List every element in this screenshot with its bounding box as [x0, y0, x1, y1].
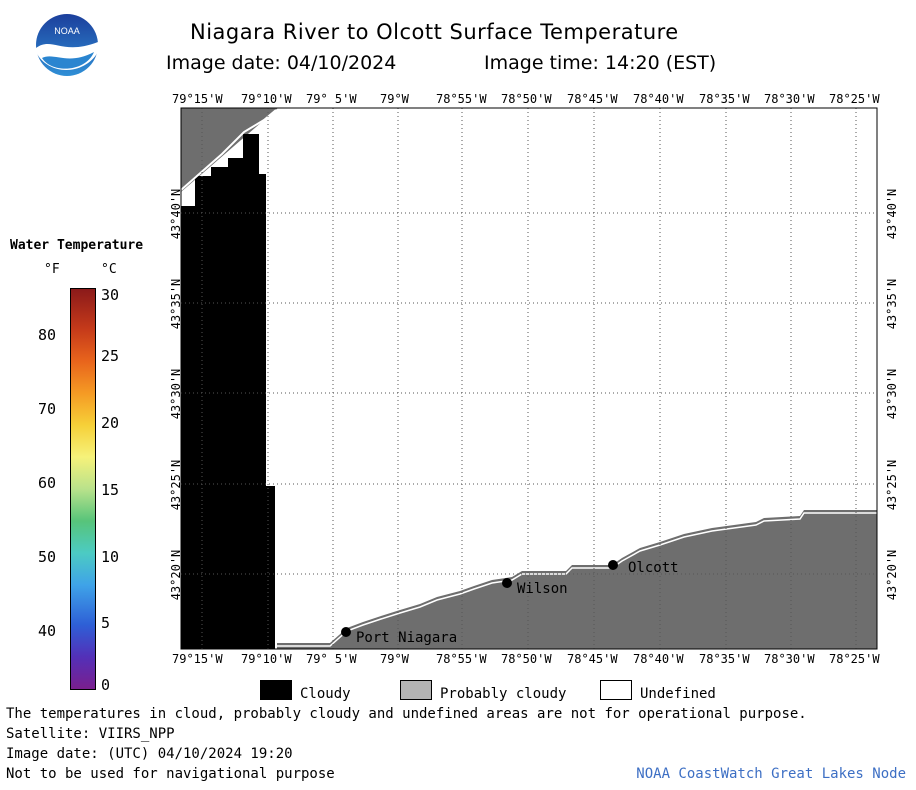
f-tick: 40: [38, 622, 57, 640]
lat-label: 43°25'N: [169, 459, 183, 511]
probably-cloudy-swatch: [400, 680, 432, 700]
place-label: Port Niagara: [356, 630, 458, 646]
cloudy-area: [181, 134, 275, 649]
scale-unit-c: °C: [101, 262, 117, 277]
lon-label: 78°55'W: [436, 92, 487, 106]
undefined-swatch: [600, 680, 632, 700]
lon-label: 78°30'W: [764, 92, 815, 106]
lon-label: 78°50'W: [501, 92, 552, 106]
credit-link[interactable]: NOAA CoastWatch Great Lakes Node: [636, 766, 906, 782]
graticule: [181, 108, 877, 649]
lon-label: 79°W: [380, 652, 409, 666]
legend-probably-cloudy-label: Probably cloudy: [440, 686, 567, 702]
c-tick: 30: [101, 286, 120, 304]
port-niagara-marker: [341, 627, 351, 637]
lon-label: 78°25'W: [829, 652, 880, 666]
lat-label: 43°40'N: [169, 188, 183, 240]
c-tick: 0: [101, 676, 111, 694]
lon-label: 78°40'W: [633, 92, 684, 106]
f-tick: 80: [38, 326, 57, 344]
lon-label: 78°25'W: [829, 92, 880, 106]
wilson-marker: [502, 578, 512, 588]
lon-label: 79°W: [380, 92, 409, 106]
footer-disclaimer: The temperatures in cloud, probably clou…: [6, 706, 807, 722]
scale-unit-f: °F: [44, 262, 60, 277]
lon-label: 78°45'W: [567, 652, 618, 666]
map-title: Niagara River to Olcott Surface Temperat…: [190, 20, 679, 44]
olcott-marker: [608, 560, 618, 570]
lon-label: 78°40'W: [633, 652, 684, 666]
lon-label: 78°35'W: [699, 92, 750, 106]
f-tick: 70: [38, 400, 57, 418]
lat-label: 43°30'N: [885, 368, 899, 420]
lon-label: 78°50'W: [501, 652, 552, 666]
legend-undefined-label: Undefined: [640, 686, 716, 702]
lon-label: 78°45'W: [567, 92, 618, 106]
lon-label: 79°10'W: [241, 652, 292, 666]
legend-cloudy-label: Cloudy: [300, 686, 351, 702]
lon-label: 78°30'W: [764, 652, 815, 666]
lat-label: 43°30'N: [169, 368, 183, 420]
footer-navigation-note: Not to be used for navigational purpose: [6, 766, 335, 782]
lat-label: 43°25'N: [885, 459, 899, 511]
lon-label: 78°55'W: [436, 652, 487, 666]
place-label: Olcott: [628, 560, 679, 576]
lat-label: 43°20'N: [885, 549, 899, 601]
c-tick: 10: [101, 548, 120, 566]
f-tick: 50: [38, 548, 57, 566]
lat-label: 43°40'N: [885, 188, 899, 240]
cloudy-swatch: [260, 680, 292, 700]
lon-label: 79°10'W: [241, 92, 292, 106]
lon-label: 79° 5'W: [306, 652, 357, 666]
footer-satellite: Satellite: VIIRS_NPP: [6, 726, 175, 742]
lon-label: 79°15'W: [172, 652, 223, 666]
place-label: Wilson: [517, 581, 568, 597]
image-date: Image date: 04/10/2024: [166, 52, 397, 74]
lat-label: 43°35'N: [885, 278, 899, 330]
probably-cloudy-lake: [277, 510, 877, 649]
lon-label: 78°35'W: [699, 652, 750, 666]
f-tick: 60: [38, 474, 57, 492]
lat-label: 43°35'N: [169, 278, 183, 330]
map-area: [180, 107, 878, 650]
lon-label: 79° 5'W: [306, 92, 357, 106]
footer-utc-date: Image date: (UTC) 04/10/2024 19:20: [6, 746, 293, 762]
c-tick: 5: [101, 614, 111, 632]
lat-label: 43°20'N: [169, 549, 183, 601]
logo-text: NOAA: [54, 26, 80, 36]
temperature-colorbar: [70, 288, 96, 690]
c-tick: 15: [101, 481, 120, 499]
scale-title: Water Temperature: [10, 238, 144, 253]
probably-cloudy-nw: [181, 108, 278, 192]
image-time: Image time: 14:20 (EST): [484, 52, 717, 74]
lon-label: 79°15'W: [172, 92, 223, 106]
noaa-logo: NOAA: [36, 14, 98, 76]
c-tick: 20: [101, 414, 120, 432]
c-tick: 25: [101, 347, 120, 365]
